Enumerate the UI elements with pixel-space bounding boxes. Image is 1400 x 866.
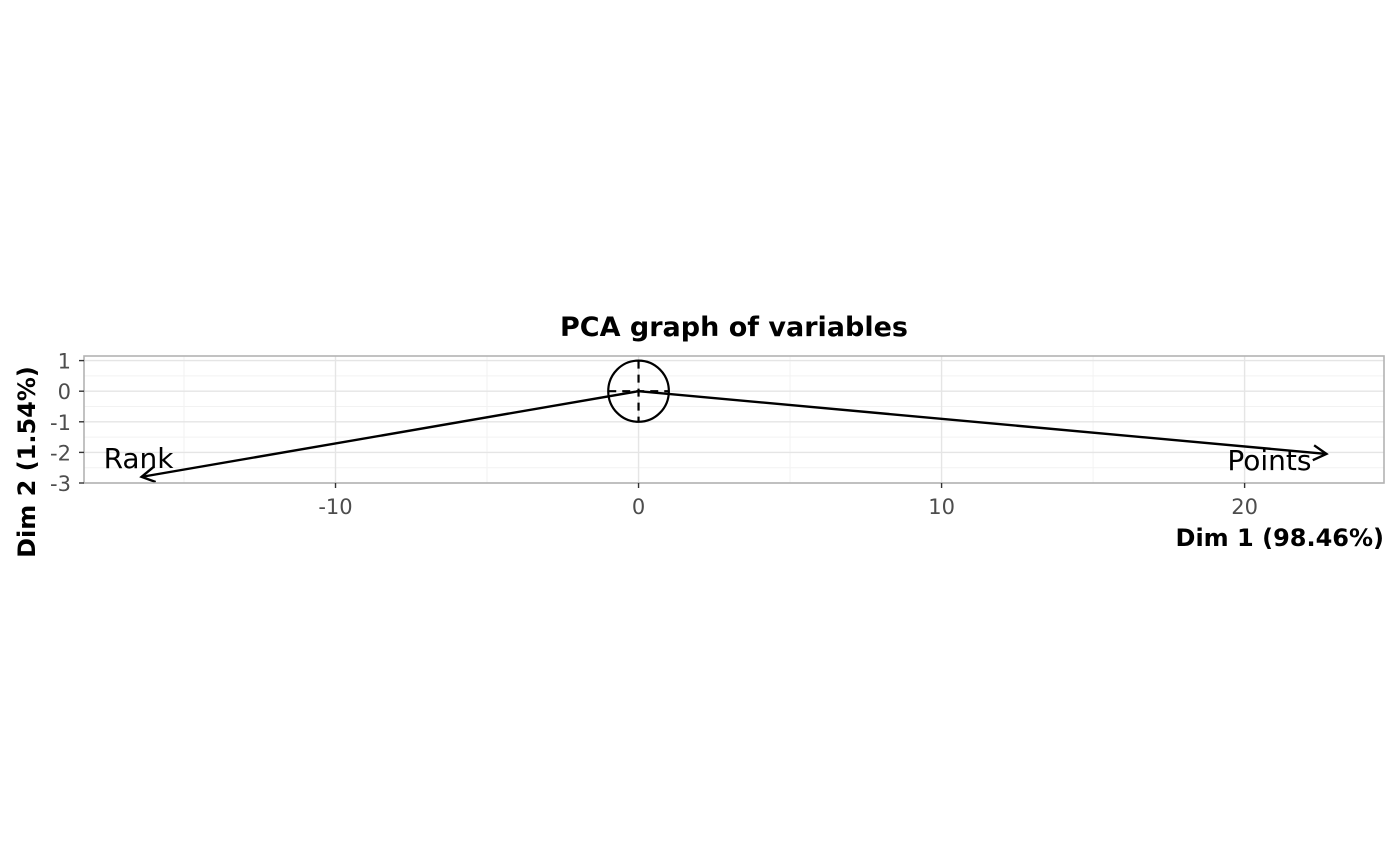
vector-label-rank: Rank: [104, 442, 175, 475]
vector-label-points: Points: [1227, 444, 1311, 477]
vector-points: [638, 389, 1327, 456]
chart-title: PCA graph of variables: [560, 312, 908, 343]
arrowhead-rank: [139, 466, 157, 484]
y-tick-label: -1: [50, 411, 71, 435]
arrowhead-points: [1312, 444, 1329, 462]
y-tick-label: 0: [58, 380, 71, 404]
y-tick-label: 1: [58, 350, 71, 374]
x-axis-ticks: -10 0 10 20: [318, 483, 1258, 519]
y-tick-label: -2: [50, 441, 71, 465]
grid-lines: [84, 356, 1384, 484]
x-axis-title: Dim 1 (98.46%): [1176, 524, 1384, 552]
y-tick-label: -3: [50, 472, 71, 496]
variable-vectors: Rank Points: [104, 389, 1329, 484]
panel-border: [83, 355, 1385, 484]
y-axis-title: Dim 2 (1.54%): [13, 366, 41, 558]
x-tick-label: 0: [632, 495, 645, 519]
x-tick-label: 20: [1231, 495, 1258, 519]
vector-rank: [141, 390, 639, 479]
x-tick-label: -10: [318, 495, 352, 519]
x-tick-label: 10: [928, 495, 955, 519]
y-axis-ticks: 1 0 -1 -2 -3: [50, 350, 84, 496]
